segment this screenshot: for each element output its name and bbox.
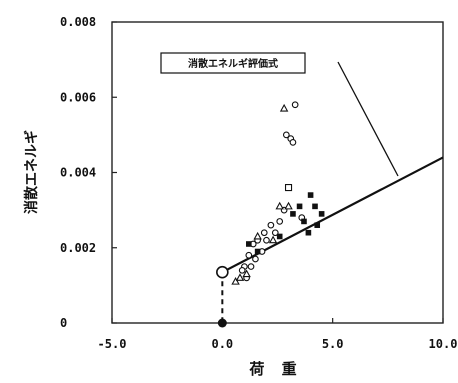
x-tick-label: 10.0 bbox=[429, 337, 458, 351]
fit-line bbox=[221, 156, 444, 274]
x-axis-label: 荷 重 bbox=[249, 360, 302, 378]
data-point-circle bbox=[263, 236, 270, 244]
data-point-filled bbox=[314, 222, 321, 228]
legend-label: 消散エネルギ評価式 bbox=[188, 57, 278, 70]
data-point-square bbox=[284, 184, 293, 192]
y-tick-labels: 0 0.002 0.004 0.006 0.008 bbox=[60, 15, 96, 330]
data-point-filled bbox=[254, 248, 261, 255]
x-tick-label: 0.0 bbox=[211, 337, 233, 351]
origin-open-marker bbox=[216, 265, 229, 279]
data-point-filled bbox=[301, 218, 307, 225]
data-point-triangle bbox=[235, 273, 245, 281]
data-point-circle bbox=[267, 221, 275, 229]
data-point-circle bbox=[282, 131, 290, 139]
data-point-circle bbox=[252, 255, 259, 263]
data-point-filled bbox=[305, 229, 312, 236]
y-tick-label: 0.008 bbox=[60, 15, 96, 29]
y-tick-label: 0.004 bbox=[60, 166, 96, 180]
data-point-circle bbox=[245, 251, 253, 259]
data-point-filled bbox=[312, 203, 318, 210]
data-point-circle bbox=[276, 218, 284, 225]
x-tick-label: -5.0 bbox=[98, 337, 127, 351]
data-point-circle bbox=[247, 263, 255, 270]
data-point-triangle bbox=[231, 276, 240, 285]
data-point-triangle bbox=[242, 269, 251, 278]
x-tick-label: 5.0 bbox=[322, 337, 344, 351]
x-tick-labels: -5.0 0.0 5.0 10.0 bbox=[98, 337, 458, 351]
data-point-circle bbox=[271, 229, 279, 237]
y-tick-label: 0.002 bbox=[60, 241, 96, 255]
data-point-circle bbox=[291, 101, 299, 109]
data-point-triangle bbox=[279, 103, 289, 112]
origin-filled-marker bbox=[217, 318, 227, 328]
data-point-filled bbox=[290, 211, 296, 217]
y-tick-label: 0 bbox=[60, 316, 67, 330]
legend-leader-line bbox=[337, 61, 399, 177]
data-point-filled bbox=[246, 241, 252, 247]
data-point-filled bbox=[307, 192, 314, 198]
legend-box bbox=[160, 52, 306, 74]
y-tick-label: 0.006 bbox=[60, 90, 96, 104]
data-point-triangle bbox=[253, 231, 262, 240]
data-point-triangle bbox=[284, 201, 293, 210]
data-point-circle bbox=[260, 229, 268, 237]
y-axis-label: 消散エネルギ bbox=[23, 130, 40, 214]
data-point-filled bbox=[318, 211, 325, 217]
data-point-circle bbox=[238, 266, 246, 274]
data-point-filled bbox=[296, 203, 303, 210]
data-point-triangle bbox=[275, 201, 284, 210]
data-point-circle bbox=[289, 139, 297, 146]
data-point-filled bbox=[276, 233, 283, 240]
data-point-triangle bbox=[268, 235, 278, 244]
data-points bbox=[231, 101, 325, 285]
tick-marks bbox=[111, 21, 444, 324]
